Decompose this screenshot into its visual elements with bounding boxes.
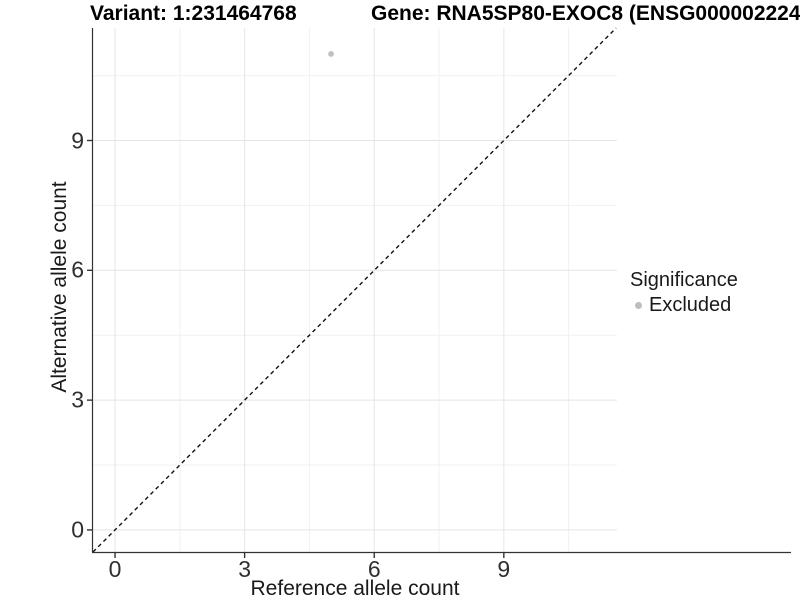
y-tick-label: 3 [71,386,84,413]
x-tick-label: 9 [497,556,511,582]
x-axis-title: Reference allele count [250,577,460,600]
plot-title-gene: Gene: RNA5SP80-EXOC8 (ENSG00000222407 [371,2,800,25]
plot-title-variant: Variant: 1:231464768 [90,2,297,25]
legend-item-excluded: Excluded [630,293,738,318]
data-point [328,51,334,57]
y-tick-label: 9 [71,127,84,153]
legend-item-label: Excluded [649,294,732,316]
legend-title: Significance [630,269,738,291]
legend: Significance Excluded [630,268,738,318]
y-tick-label: 6 [71,256,84,283]
y-tick-label: 0 [71,516,84,543]
y-axis-title: Alternative allele count [48,181,71,393]
legend-point-icon [635,302,642,309]
x-tick-label: 0 [108,556,122,582]
identity-dashed-line [92,27,617,553]
x-tick-label: 3 [238,556,252,582]
x-tick-label: 6 [367,556,381,582]
